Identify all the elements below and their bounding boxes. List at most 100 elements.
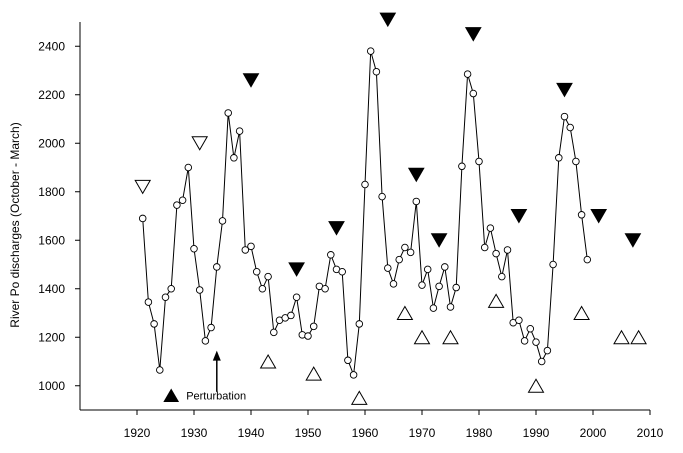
data-point: [498, 272, 506, 281]
data-point: [532, 338, 540, 346]
y-tick-label: 1200: [38, 330, 65, 344]
data-point: [555, 154, 563, 162]
data-point: [384, 264, 392, 272]
filled-triangle-down-marker: [464, 27, 482, 42]
x-tick-label: 1940: [238, 426, 265, 440]
data-point: [161, 293, 170, 301]
data-point: [560, 112, 569, 121]
data-point: [258, 285, 267, 293]
data-point: [178, 196, 187, 204]
data-point: [167, 285, 175, 293]
data-point: [372, 67, 381, 76]
filled-triangle-down-marker: [328, 221, 345, 236]
data-point: [327, 251, 335, 259]
y-axis-title: River Po discharges (October - March): [8, 122, 22, 327]
x-tick-label: 1980: [466, 426, 493, 440]
data-point: [435, 282, 443, 291]
x-tick-label: 1930: [181, 426, 208, 440]
open-triangle-down-marker: [191, 136, 209, 151]
data-point: [241, 246, 250, 254]
data-point: [378, 192, 386, 201]
x-tick-label: 2000: [580, 426, 607, 440]
filled-triangle-down-marker: [430, 233, 448, 248]
data-point: [321, 285, 329, 293]
y-ticks: 1000 1200 1400 1600 1800 2000 2200 2400: [38, 39, 80, 393]
data-point: [537, 357, 546, 366]
data-point: [366, 47, 375, 55]
y-tick-label: 2000: [38, 136, 65, 150]
data-point: [572, 157, 580, 166]
data-point: [184, 163, 193, 172]
data-point: [292, 293, 301, 301]
open-triangle-up-marker: [630, 329, 647, 345]
open-triangle-up-marker: [350, 390, 368, 405]
data-point: [583, 255, 592, 264]
data-point: [577, 211, 586, 219]
data-point: [441, 263, 449, 271]
data-point: [423, 265, 432, 274]
open-triangle-up-marker: [613, 329, 630, 345]
filled-triangle-down-marker: [379, 12, 397, 28]
data-point: [235, 127, 244, 135]
open-triangle-up-marker: [573, 305, 590, 320]
data-point: [309, 322, 318, 331]
data-point: [452, 283, 460, 292]
legend-label: Perturbation: [186, 390, 246, 402]
data-point: [566, 123, 574, 132]
data-point: [429, 304, 438, 312]
data-point: [480, 243, 489, 252]
data-point: [463, 70, 472, 78]
filled-triangle-down-marker: [407, 167, 425, 183]
data-point: [247, 242, 255, 251]
data-point: [458, 162, 466, 171]
data-point: [195, 286, 204, 294]
legend-symbol: [163, 388, 180, 402]
x-tick-label: 1950: [295, 426, 322, 440]
data-point: [406, 248, 415, 257]
data-point: [515, 316, 523, 325]
data-point: [270, 328, 278, 337]
data-point: [349, 371, 358, 379]
y-tick-label: 1800: [38, 185, 65, 199]
data-point: [224, 109, 232, 117]
data-point: [549, 260, 557, 269]
data-point: [469, 89, 478, 98]
data-point: [503, 246, 512, 254]
data-point: [446, 303, 455, 311]
filled-triangle-down-marker: [242, 73, 260, 88]
data-point: [520, 337, 529, 345]
data-point: [173, 201, 181, 209]
open-triangle-up-marker: [396, 305, 414, 320]
y-tick-label: 2400: [38, 39, 65, 53]
data-point: [401, 243, 409, 252]
data-point: [304, 332, 312, 340]
y-tick-label: 1000: [38, 379, 65, 393]
x-tick-label: 1920: [124, 426, 151, 440]
data-point: [412, 197, 421, 206]
data-point: [395, 255, 403, 264]
open-triangle-up-marker: [305, 366, 323, 381]
data-point: [264, 272, 272, 281]
data-point: [230, 154, 238, 162]
open-triangle-up-marker: [527, 378, 545, 393]
y-tick-label: 1600: [38, 233, 65, 247]
open-triangle-up-marker: [413, 329, 431, 345]
data-point: [150, 320, 158, 328]
filled-triangle-down-marker: [288, 262, 305, 277]
x-tick-label: 1960: [352, 426, 379, 440]
x-ticks: 1920 1930 1940 1950 1960 1970 1980 1990 2000 2010: [124, 410, 664, 440]
annotation-arrow-head: [212, 350, 221, 361]
y-tick-label: 1400: [38, 282, 65, 296]
legend: Perturbation: [163, 350, 246, 402]
triangle-markers: [134, 12, 647, 405]
data-point: [486, 224, 495, 232]
data-point: [526, 325, 535, 333]
open-triangle-up-marker: [487, 293, 505, 308]
data-point: [156, 366, 164, 374]
data-point: [543, 346, 552, 355]
data-point: [138, 214, 147, 223]
filled-triangle-down-marker: [510, 209, 528, 224]
data-point: [144, 298, 153, 306]
x-tick-label: 2010: [637, 426, 664, 440]
